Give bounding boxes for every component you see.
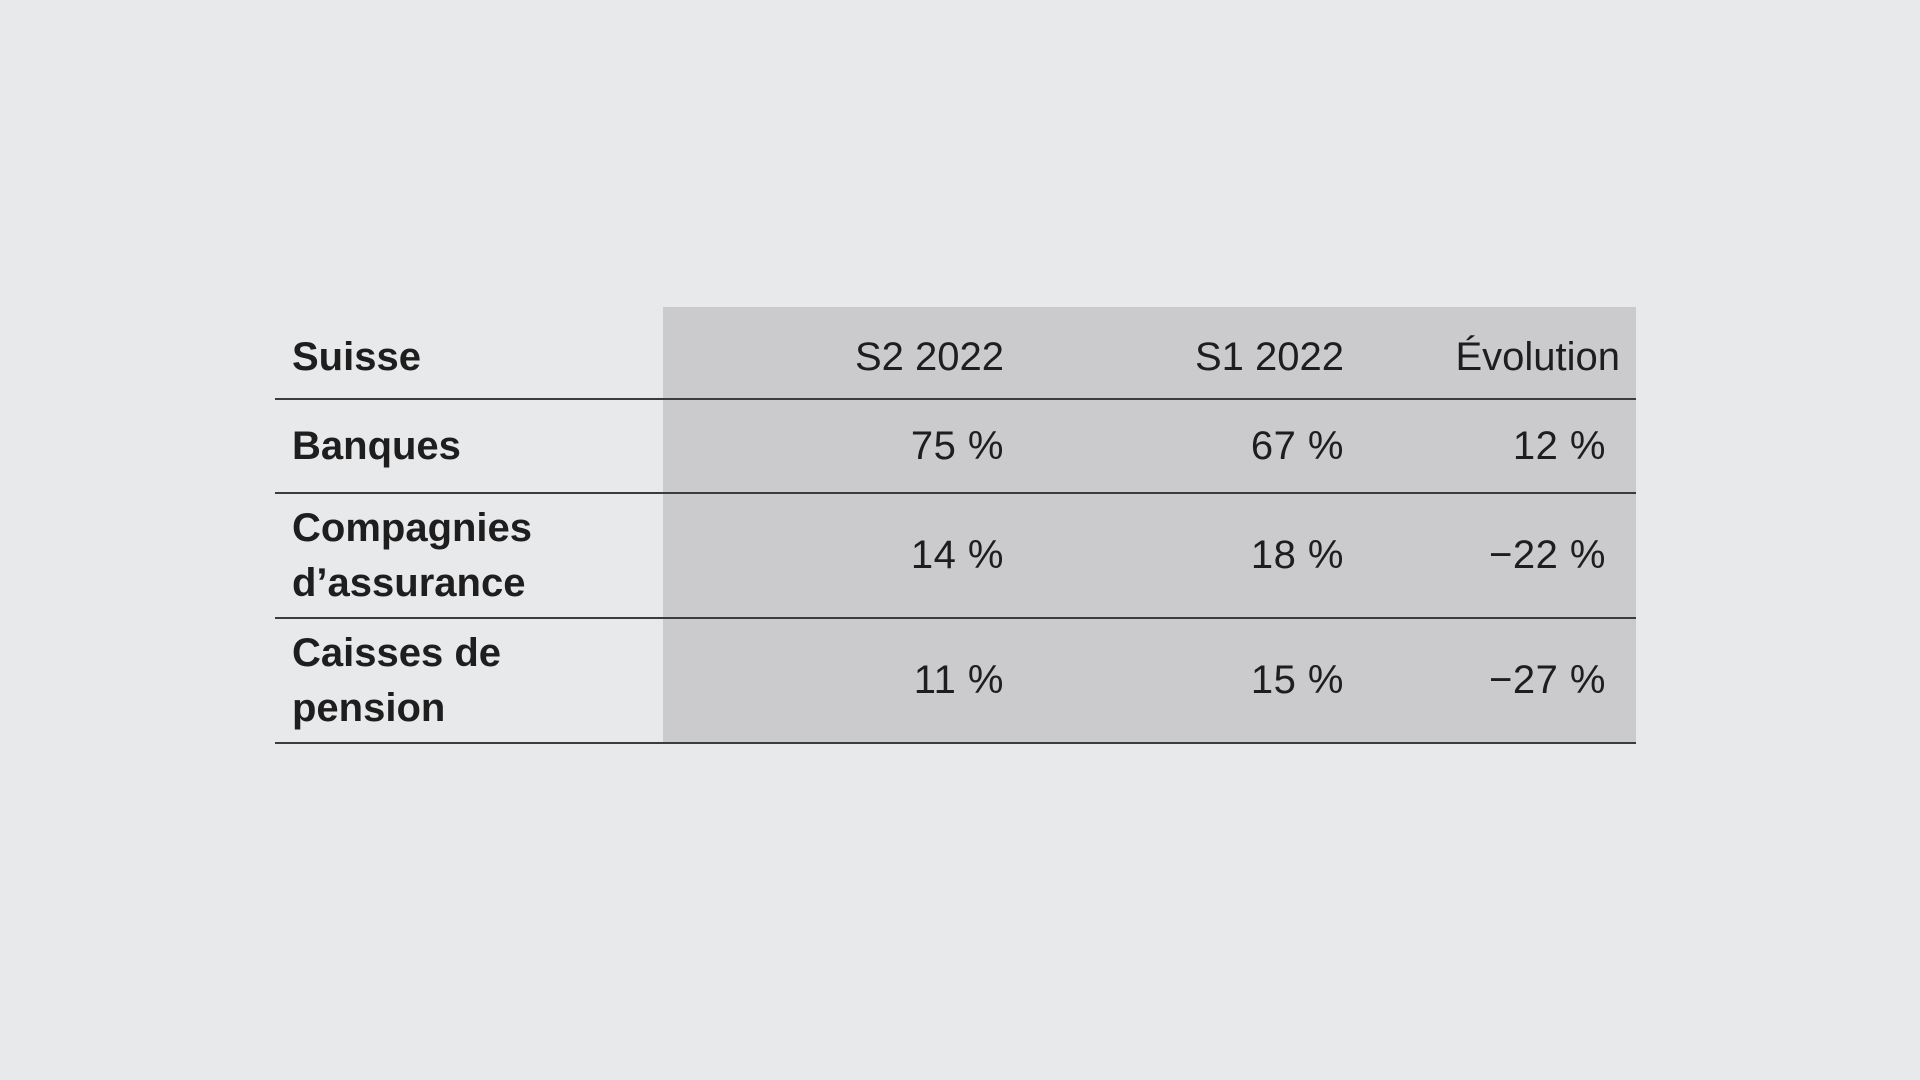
header-suisse: Suisse [292,335,421,379]
header-evolution: Évolution [1455,335,1620,379]
cell-compagnies-evolution: −22 % [1488,533,1606,577]
row-label-caisses-pension: Caisses de pension [292,630,502,730]
row-label-compagnies-assurance: Compagnies d’assurance [292,505,533,605]
cell-compagnies-s1-2022: 18 % [1250,533,1344,577]
cell-caisses-s1-2022: 15 % [1250,658,1344,702]
shaded-value-columns [663,307,1636,744]
table-row: Banques 75 % 67 % 12 % [275,400,1636,494]
cell-banques-s1-2022: 67 % [1250,423,1344,468]
data-table: Suisse S2 2022 S1 2022 Évolution Banques… [275,307,1636,744]
cell-banques-s2-2022: 75 % [910,423,1004,468]
table-header-row: Suisse S2 2022 S1 2022 Évolution [275,307,1636,400]
cell-compagnies-s2-2022: 14 % [910,533,1004,577]
cell-banques-evolution: 12 % [1512,423,1606,468]
table-row: Caisses de pension 11 % 15 % −27 % [275,619,1636,744]
header-s2-2022: S2 2022 [854,335,1004,379]
row-label-banques: Banques [292,423,461,468]
cell-caisses-evolution: −27 % [1488,658,1606,702]
header-s1-2022: S1 2022 [1194,335,1344,379]
cell-caisses-s2-2022: 11 % [913,658,1004,702]
table-row: Compagnies d’assurance 14 % 18 % −22 % [275,494,1636,619]
